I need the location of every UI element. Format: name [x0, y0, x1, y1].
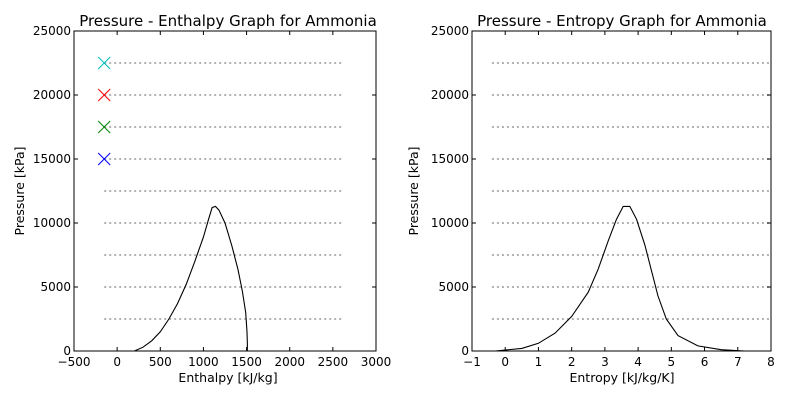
x-tick-label: 1	[535, 355, 543, 369]
x-tick-label: 0	[501, 355, 509, 369]
x-marker	[97, 120, 111, 134]
x-marker	[97, 152, 111, 166]
x-tick-label: 1500	[231, 355, 262, 369]
x-tick-label: −1	[463, 355, 481, 369]
y-axis-label: Pressure [kPa]	[12, 147, 27, 236]
x-tick-label: 1000	[188, 355, 219, 369]
y-tick-label: 15000	[33, 152, 71, 166]
y-tick-label: 25000	[33, 24, 71, 38]
x-tick-label: 3000	[361, 355, 392, 369]
x-tick-label: 4	[634, 355, 642, 369]
x-marker-stroke	[97, 152, 111, 166]
x-marker	[97, 56, 111, 70]
pressure-entropy-chart: Pressure - Entropy Graph for Ammonia Ent…	[406, 12, 775, 385]
x-tick-label: 6	[701, 355, 709, 369]
axes-frame	[73, 30, 377, 352]
x-axis-label: Enthalpy [kJ/kg]	[178, 370, 277, 385]
pressure-enthalpy-chart: Pressure - Enthalpy Graph for Ammonia En…	[12, 12, 391, 385]
y-tick-label: 15000	[431, 152, 469, 166]
y-tick-label: 20000	[431, 88, 469, 102]
x-tick-label: 2500	[318, 355, 349, 369]
x-tick-label: 8	[767, 355, 775, 369]
x-marker	[97, 88, 111, 102]
x-tick-label: 2000	[274, 355, 305, 369]
y-tick-label: 5000	[40, 280, 71, 294]
x-tick-label: 7	[734, 355, 742, 369]
x-tick-label: 0	[113, 355, 121, 369]
plot-area: −500 0 500 1000 1500 2000 2500 3000050001000015…	[33, 24, 391, 369]
x-tick-label: 2	[568, 355, 576, 369]
x-tick-label: 5	[668, 355, 676, 369]
y-tick-label: 10000	[431, 216, 469, 230]
x-tick-label: 500	[149, 355, 172, 369]
x-marker-stroke	[97, 120, 111, 134]
chart-title: Pressure - Entropy Graph for Ammonia	[477, 12, 767, 30]
x-tick-label: −500	[58, 355, 91, 369]
y-tick-label: 20000	[33, 88, 71, 102]
y-tick-label: 10000	[33, 216, 71, 230]
y-tick-label: 25000	[431, 24, 469, 38]
axes-frame	[471, 30, 772, 352]
chart-title: Pressure - Enthalpy Graph for Ammonia	[79, 12, 377, 30]
x-tick-label: 3	[601, 355, 609, 369]
y-tick-label: 0	[63, 344, 71, 358]
x-axis-label: Entropy [kJ/kg/K]	[569, 370, 674, 385]
x-marker-stroke	[97, 88, 111, 102]
x-marker-stroke	[97, 56, 111, 70]
y-tick-label: 5000	[438, 280, 469, 294]
saturation-dome-curve	[495, 205, 745, 352]
saturation-dome-curve	[134, 205, 248, 352]
y-tick-label: 0	[461, 344, 469, 358]
y-axis-label: Pressure [kPa]	[406, 147, 421, 236]
